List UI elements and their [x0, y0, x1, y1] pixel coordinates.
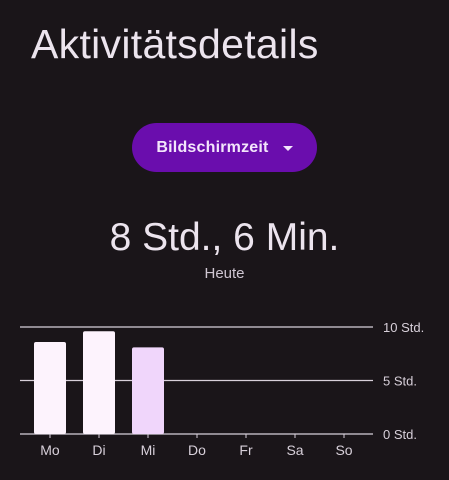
x-tick-label: Mi — [141, 442, 156, 458]
y-tick-label: 0 Std. — [383, 427, 417, 442]
weekly-usage-chart: 0 Std. 5 Std. 10 Std. Mo Di Mi Do Fr Sa So — [0, 300, 449, 480]
y-tick-label: 10 Std. — [383, 320, 424, 335]
total-usage-value: 8 Std., 6 Min. — [109, 216, 340, 259]
metric-dropdown-label: Bildschirmzeit — [156, 138, 269, 156]
x-tick-label: So — [335, 442, 352, 458]
metric-dropdown-button[interactable]: Bildschirmzeit — [132, 123, 317, 172]
bar-mo[interactable] — [34, 341, 66, 434]
x-tick-label: Sa — [286, 442, 303, 458]
x-tick-label: Fr — [239, 442, 253, 458]
caret-down-icon — [282, 146, 293, 151]
bar-mi[interactable] — [132, 347, 164, 434]
chart-svg: 0 Std. 5 Std. 10 Std. Mo Di Mi Do Fr Sa So — [20, 320, 424, 458]
bar-di[interactable] — [83, 331, 115, 434]
x-tick-label: Mo — [40, 442, 60, 458]
page-title: Aktivitätsdetails — [31, 21, 319, 67]
x-tick-label: Di — [92, 442, 105, 458]
period-label: Heute — [204, 265, 245, 282]
y-tick-label: 5 Std. — [383, 374, 417, 389]
x-tick-label: Do — [188, 442, 206, 458]
